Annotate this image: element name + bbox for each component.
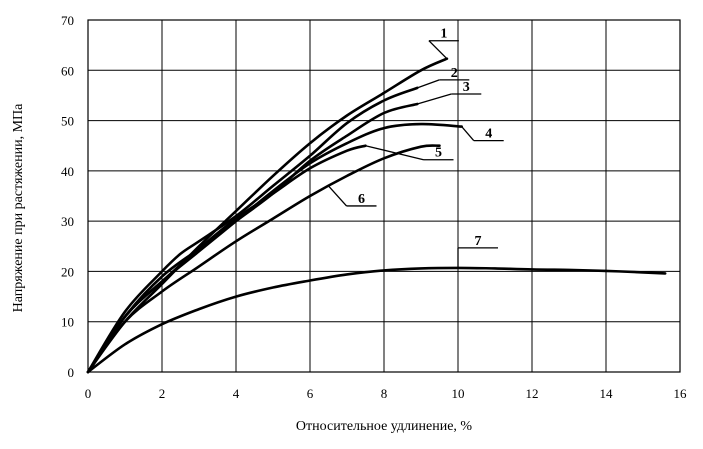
x-tick-label: 6 xyxy=(307,386,314,401)
y-tick-label: 10 xyxy=(61,315,74,330)
series-line-2 xyxy=(86,86,419,374)
curve-label-leader-4 xyxy=(461,126,475,142)
curve-label-1: 1 xyxy=(440,27,447,42)
curve-label-5: 5 xyxy=(435,146,442,161)
curve-label-leader-5 xyxy=(365,145,424,161)
curve-label-3: 3 xyxy=(463,80,470,95)
curve-label-4: 4 xyxy=(485,127,492,142)
x-axis-title: Относительное удлинение, % xyxy=(296,419,472,434)
y-axis-title: Напряжение при растяжении, МПа xyxy=(11,103,26,312)
series-line-7 xyxy=(86,266,667,374)
x-tick-label: 16 xyxy=(674,386,688,401)
x-tick-label: 10 xyxy=(452,386,465,401)
curve-label-leader-3 xyxy=(417,93,452,105)
series-line-1 xyxy=(86,57,449,374)
series-layer xyxy=(86,57,667,374)
curve-label-7: 7 xyxy=(475,234,482,249)
y-tick-label: 30 xyxy=(61,214,74,229)
y-tick-label: 60 xyxy=(61,63,74,78)
series-line-4 xyxy=(86,122,463,374)
grid-layer xyxy=(87,19,681,373)
y-tick-label: 70 xyxy=(61,13,74,28)
y-tick-label: 50 xyxy=(61,114,74,129)
x-tick-label: 14 xyxy=(600,386,614,401)
x-tick-label: 0 xyxy=(85,386,92,401)
y-tick-label: 40 xyxy=(61,164,74,179)
curve-label-2: 2 xyxy=(451,66,458,81)
series-line-6 xyxy=(86,144,441,374)
x-tick-label: 4 xyxy=(233,386,240,401)
series-line-5 xyxy=(86,144,367,374)
curve-label-leader-6 xyxy=(328,185,347,207)
curve-label-6: 6 xyxy=(358,192,365,207)
x-tick-label: 2 xyxy=(159,386,166,401)
curve-label-leader-2 xyxy=(417,79,440,89)
x-tick-label: 8 xyxy=(381,386,388,401)
axis-layer xyxy=(87,19,681,373)
x-tick-label: 12 xyxy=(526,386,539,401)
curve-label-leader-1 xyxy=(428,40,448,60)
plot-frame xyxy=(87,19,681,373)
y-tick-label: 0 xyxy=(68,365,75,380)
series-line-3 xyxy=(86,102,419,374)
y-tick-label: 20 xyxy=(61,264,74,279)
